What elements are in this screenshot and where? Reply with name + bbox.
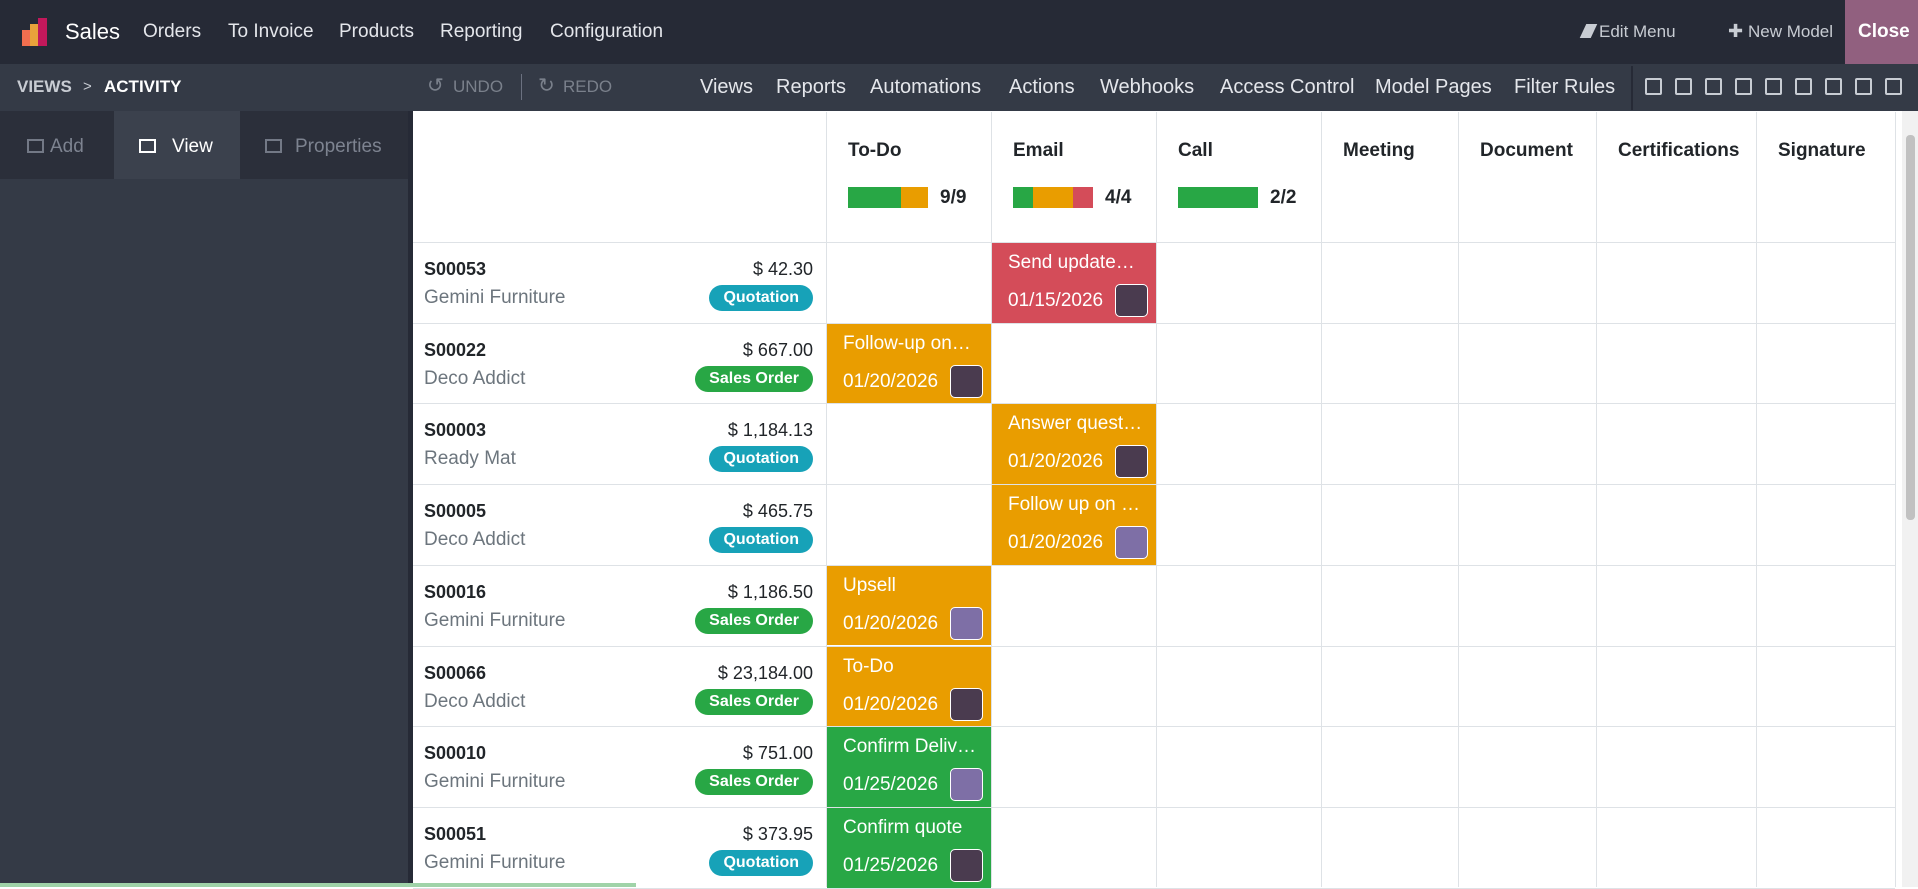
undo-icon: ↺: [427, 75, 444, 97]
avatar[interactable]: [950, 768, 983, 802]
progress-segment[interactable]: [901, 187, 928, 208]
column-border: [1756, 112, 1757, 887]
avatar[interactable]: [950, 687, 983, 721]
navbar: [0, 0, 1918, 64]
status-badge: Quotation: [709, 285, 813, 311]
sidebar-active-tab: [114, 111, 240, 179]
progress-segment[interactable]: [1178, 187, 1258, 208]
column-border: [991, 112, 992, 887]
plus-icon: ✚: [1728, 21, 1744, 41]
header-border: [413, 242, 1895, 243]
view-icon[interactable]: [1885, 78, 1902, 95]
close-button-bg[interactable]: [1845, 0, 1918, 64]
view-icon[interactable]: [1825, 78, 1842, 95]
view-icon[interactable]: [1735, 78, 1752, 95]
avatar[interactable]: [1115, 445, 1148, 479]
progress-segment[interactable]: [848, 187, 902, 208]
status-badge: Sales Order: [695, 688, 813, 715]
row-border: [413, 564, 1895, 566]
status-badge: Quotation: [709, 446, 813, 473]
row-border: [413, 806, 1895, 808]
view-icon[interactable]: [1645, 78, 1662, 95]
avatar[interactable]: [950, 364, 983, 398]
sidebar: [0, 111, 411, 887]
tab-icon: [139, 139, 156, 153]
status-badge: Sales Order: [695, 769, 813, 796]
view-icon[interactable]: [1675, 78, 1692, 95]
row-border: [413, 645, 1895, 647]
avatar[interactable]: [950, 848, 983, 882]
row-border: [413, 887, 1895, 889]
row-border: [413, 726, 1895, 728]
column-border: [1156, 112, 1157, 887]
avatar[interactable]: [1115, 526, 1148, 560]
row-border: [413, 484, 1895, 486]
scrollbar-thumb[interactable]: [1906, 135, 1915, 520]
column-border: [1458, 112, 1459, 887]
status-badge: Quotation: [709, 849, 813, 876]
status-badge: Quotation: [709, 527, 813, 554]
tab-icon: [265, 139, 282, 153]
row-border: [413, 403, 1895, 405]
column-border: [1895, 112, 1896, 887]
avatar[interactable]: [1115, 284, 1148, 317]
divider: [1631, 66, 1633, 110]
avatar[interactable]: [950, 606, 983, 640]
divider: [521, 74, 522, 100]
status-badge: Sales Order: [695, 365, 813, 392]
progress-segment[interactable]: [1033, 187, 1073, 208]
app-logo: [22, 18, 47, 46]
view-icon[interactable]: [1765, 78, 1782, 95]
column-border: [1596, 112, 1597, 887]
view-icon[interactable]: [1795, 78, 1812, 95]
sidebar-edge: [408, 111, 413, 887]
loading-bar: [0, 883, 636, 887]
row-border: [413, 322, 1895, 324]
view-icon[interactable]: [1855, 78, 1872, 95]
studio-bar: [0, 64, 1918, 111]
status-badge: Sales Order: [695, 607, 813, 634]
redo-icon: ↻: [538, 75, 555, 97]
progress-segment[interactable]: [1013, 187, 1033, 208]
tab-icon: [27, 139, 44, 153]
progress-segment[interactable]: [1073, 187, 1093, 208]
column-border: [826, 112, 827, 887]
column-border: [1321, 112, 1322, 887]
view-icon[interactable]: [1705, 78, 1722, 95]
